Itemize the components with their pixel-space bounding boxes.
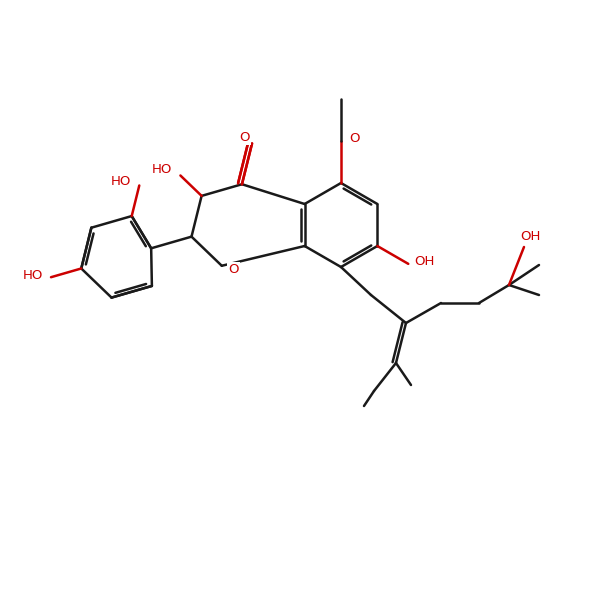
Text: OH: OH — [414, 256, 434, 268]
Text: O: O — [229, 263, 239, 276]
Text: HO: HO — [23, 269, 43, 282]
Text: HO: HO — [152, 163, 173, 176]
Text: O: O — [239, 131, 249, 144]
Text: OH: OH — [520, 230, 540, 244]
Text: HO: HO — [111, 175, 131, 188]
Text: O: O — [349, 133, 359, 145]
